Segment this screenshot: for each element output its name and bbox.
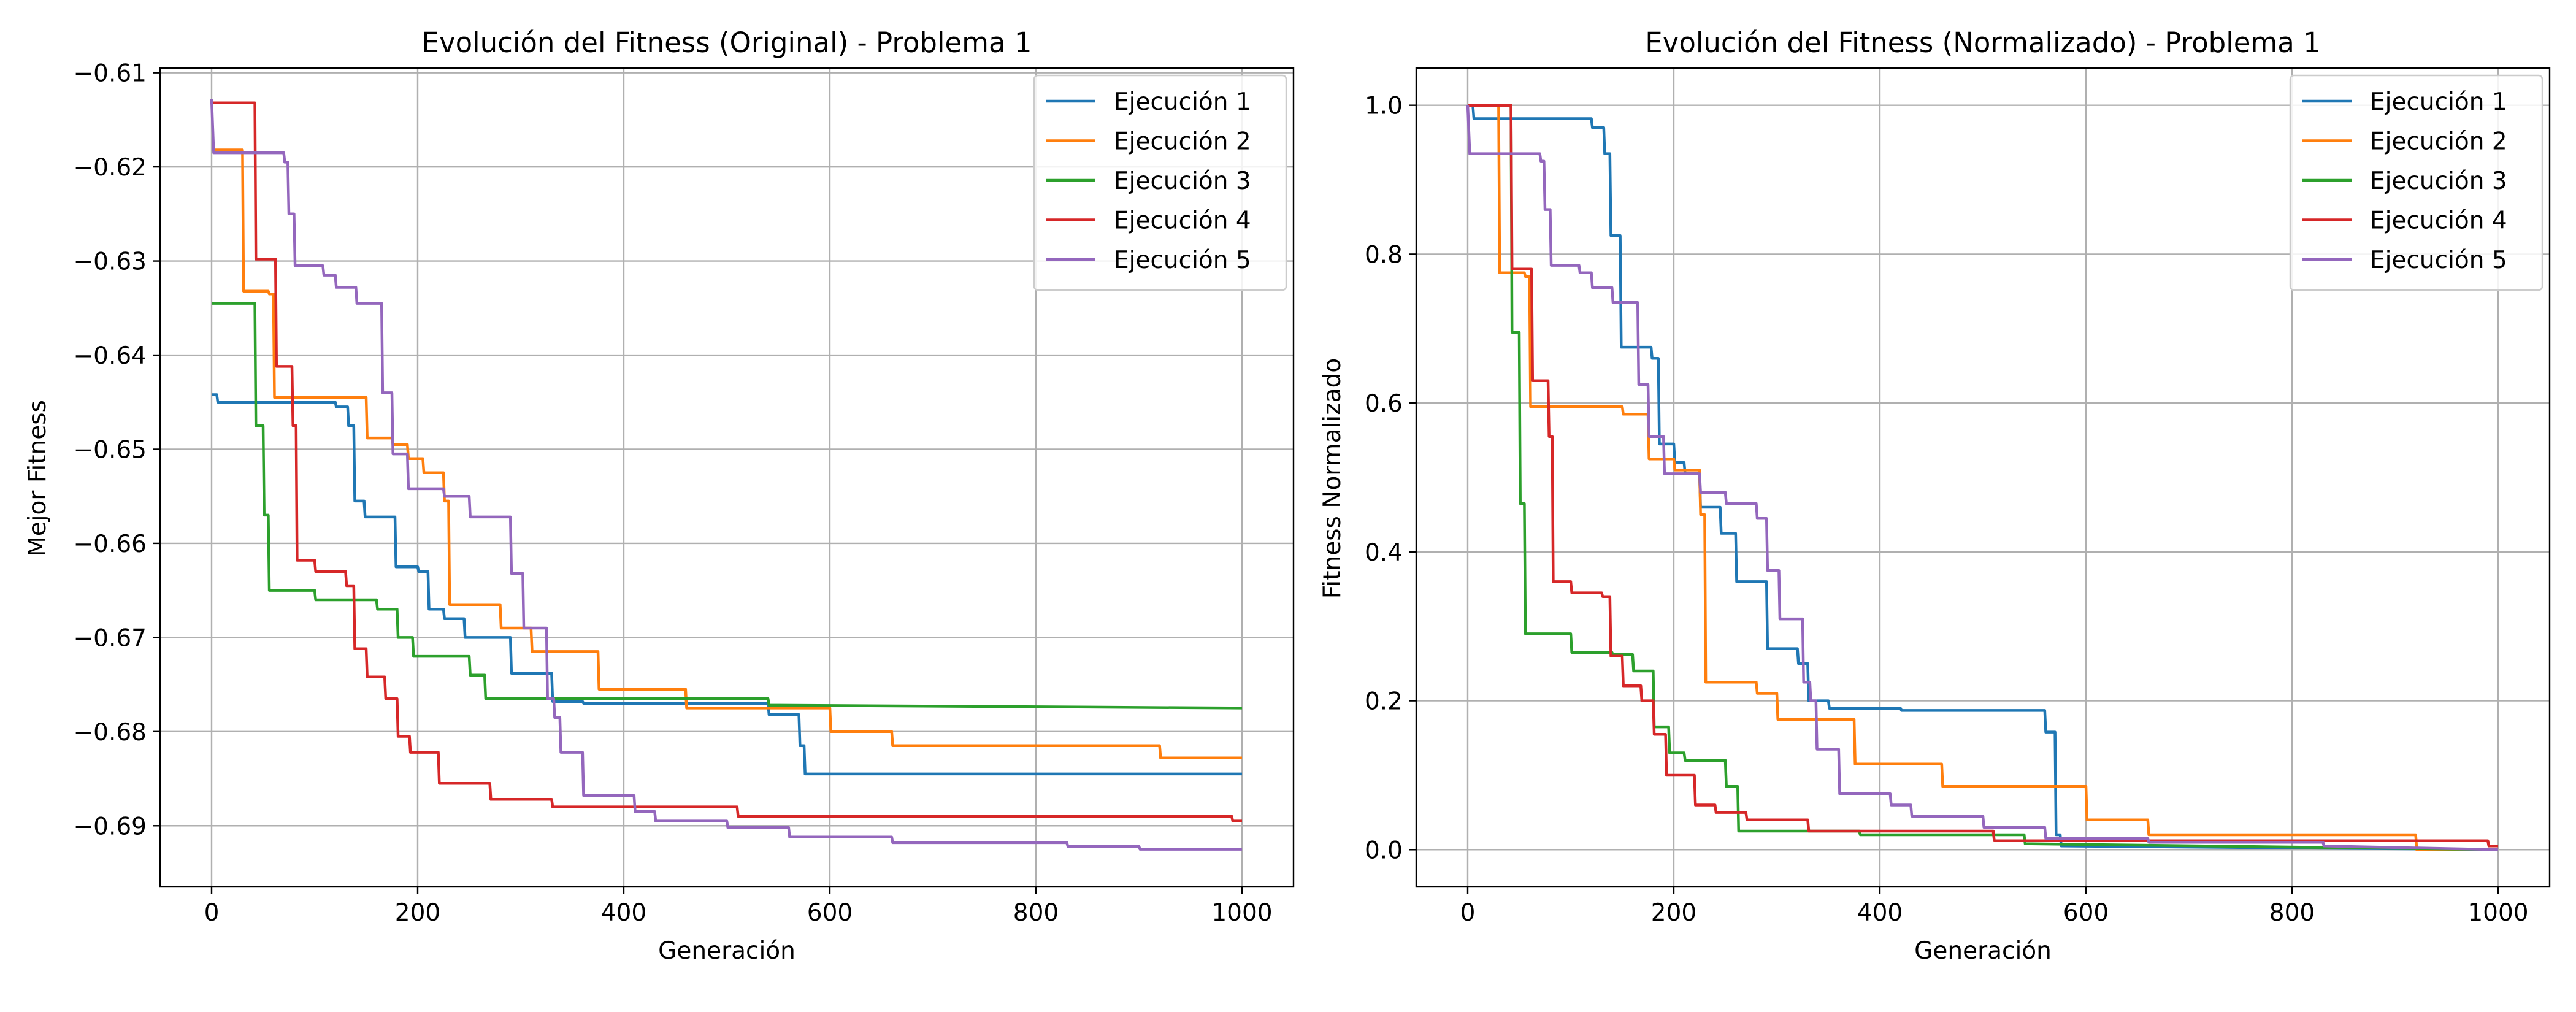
chart-normalizado: Evolución del Fitness (Normalizado) - Pr… bbox=[1319, 26, 2551, 965]
y-tick-label: −0.64 bbox=[73, 342, 147, 370]
legend-box bbox=[2289, 74, 2543, 291]
series-line-3 bbox=[1468, 104, 2499, 851]
x-tick-label: 0 bbox=[204, 899, 220, 927]
x-tick-label: 800 bbox=[1013, 899, 1059, 927]
y-tick-label: 0.0 bbox=[1365, 837, 1403, 864]
x-tick-label: 0 bbox=[1460, 899, 1476, 927]
y-axis-label: Fitness Normalizado bbox=[1319, 358, 1346, 599]
x-tick-label: 800 bbox=[2269, 899, 2315, 927]
y-tick-label: −0.69 bbox=[73, 813, 147, 840]
axes bbox=[1409, 67, 2551, 894]
x-tick-label: 600 bbox=[807, 899, 853, 927]
axes bbox=[153, 67, 1295, 894]
legend-label: Ejecución 4 bbox=[1114, 207, 1251, 235]
series-line-2 bbox=[212, 148, 1242, 760]
legend: Ejecución 1 Ejecución 2 Ejecución 3 Ejecuci… bbox=[2289, 74, 2543, 291]
y-tick-label: 0.2 bbox=[1365, 688, 1403, 716]
legend-box bbox=[1033, 74, 1287, 291]
legend-label: Ejecución 4 bbox=[2370, 207, 2507, 235]
y-tick-label: −0.66 bbox=[73, 531, 147, 558]
y-tick-label: −0.61 bbox=[73, 60, 147, 88]
series-line-2 bbox=[1468, 104, 2498, 851]
x-axis-label: Generación bbox=[1914, 937, 2052, 965]
x-tick-labels: 0 200 400 600 800 1000 bbox=[204, 899, 1273, 927]
x-tick-label: 1000 bbox=[1211, 899, 1272, 927]
x-tick-labels: 0 200 400 600 800 1000 bbox=[1460, 899, 2529, 927]
legend-label: Ejecución 5 bbox=[2370, 247, 2507, 274]
chart-title: Evolución del Fitness (Normalizado) - Pr… bbox=[1645, 26, 2321, 59]
y-tick-label: −0.63 bbox=[73, 248, 147, 276]
legend-label: Ejecución 1 bbox=[2370, 88, 2507, 116]
legend-label: Ejecución 2 bbox=[2370, 128, 2507, 156]
x-tick-label: 200 bbox=[395, 899, 440, 927]
series-line-4 bbox=[212, 101, 1242, 822]
y-axis-label: Mejor Fitness bbox=[24, 400, 52, 557]
chart-original: Evolución del Fitness (Original) - Probl… bbox=[24, 26, 1295, 965]
x-tick-label: 200 bbox=[1651, 899, 1696, 927]
y-tick-label: −0.62 bbox=[73, 154, 147, 182]
legend-label: Ejecución 3 bbox=[2370, 167, 2507, 195]
x-tick-label: 1000 bbox=[2467, 899, 2528, 927]
series-lines bbox=[210, 99, 1243, 851]
legend-label: Ejecución 2 bbox=[1114, 128, 1251, 156]
x-tick-label: 600 bbox=[2063, 899, 2109, 927]
series-line-1 bbox=[1468, 104, 2499, 851]
series-lines bbox=[1466, 104, 2499, 851]
plot-frame bbox=[159, 67, 1295, 888]
legend-label: Ejecución 1 bbox=[1114, 88, 1251, 116]
x-tick-label: 400 bbox=[1857, 899, 1903, 927]
y-tick-label: 0.6 bbox=[1365, 390, 1403, 418]
plot-frame bbox=[1415, 67, 2551, 888]
series-line-5 bbox=[210, 99, 1242, 851]
series-line-4 bbox=[1468, 104, 2498, 848]
x-tick-label: 400 bbox=[601, 899, 646, 927]
y-tick-labels: 0.0 0.2 0.4 0.6 0.8 1.0 bbox=[1365, 93, 1403, 865]
chart-title: Evolución del Fitness (Original) - Probl… bbox=[422, 26, 1032, 59]
y-tick-labels: −0.61 −0.62 −0.63 −0.64 −0.65 −0.66 −0.67 −0.68… bbox=[73, 60, 147, 841]
series-line-5 bbox=[1466, 105, 2499, 851]
legend-label: Ejecución 3 bbox=[1114, 167, 1251, 195]
x-axis-label: Generación bbox=[658, 937, 795, 965]
y-tick-label: −0.65 bbox=[73, 436, 147, 464]
series-line-3 bbox=[212, 302, 1243, 710]
legend-label: Ejecución 5 bbox=[1114, 247, 1251, 274]
legend: Ejecución 1 Ejecución 2 Ejecución 3 Ejecuci… bbox=[1033, 74, 1287, 291]
y-tick-label: −0.67 bbox=[73, 624, 147, 652]
y-tick-label: −0.68 bbox=[73, 719, 147, 746]
y-tick-label: 0.8 bbox=[1365, 241, 1403, 269]
y-tick-label: 1.0 bbox=[1365, 93, 1403, 120]
y-tick-label: 0.4 bbox=[1365, 539, 1403, 567]
